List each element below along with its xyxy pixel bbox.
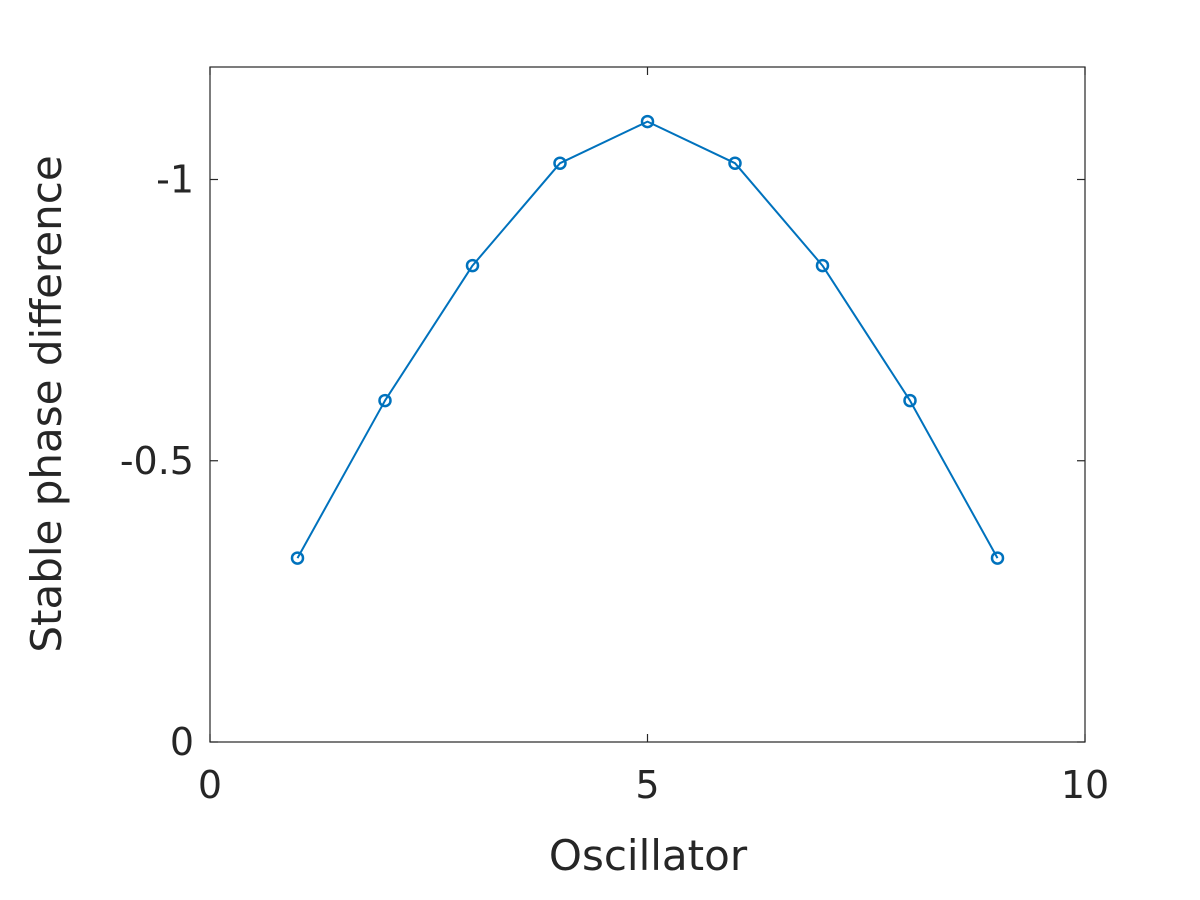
data-point-marker	[990, 551, 1005, 565]
x-tick-label: 0	[198, 763, 222, 807]
plot-area	[209, 66, 1086, 743]
series-layer	[290, 114, 1005, 565]
y-tick-label: 0	[170, 720, 194, 764]
data-point-marker	[815, 258, 830, 273]
data-point-marker	[378, 393, 392, 408]
data-point-marker	[640, 114, 655, 129]
x-tick-label: 10	[1061, 763, 1109, 807]
y-axis-label: Stable phase difference	[22, 155, 71, 652]
axis-ticks	[209, 67, 1086, 743]
data-point-marker	[903, 393, 917, 408]
series-line	[296, 120, 999, 559]
y-tick-label: -0.5	[120, 439, 194, 483]
x-tick-label: 5	[635, 763, 659, 807]
x-tick-labels: 0 5 10	[198, 763, 1109, 807]
data-point-marker	[465, 258, 480, 273]
data-point-marker	[553, 156, 567, 170]
y-tick-labels: 0 -0.5 -1	[120, 158, 194, 765]
data-point-marker	[290, 551, 305, 565]
y-tick-label: -1	[156, 158, 194, 202]
x-axis-label: Oscillator	[549, 831, 748, 880]
data-point-marker	[728, 156, 742, 170]
